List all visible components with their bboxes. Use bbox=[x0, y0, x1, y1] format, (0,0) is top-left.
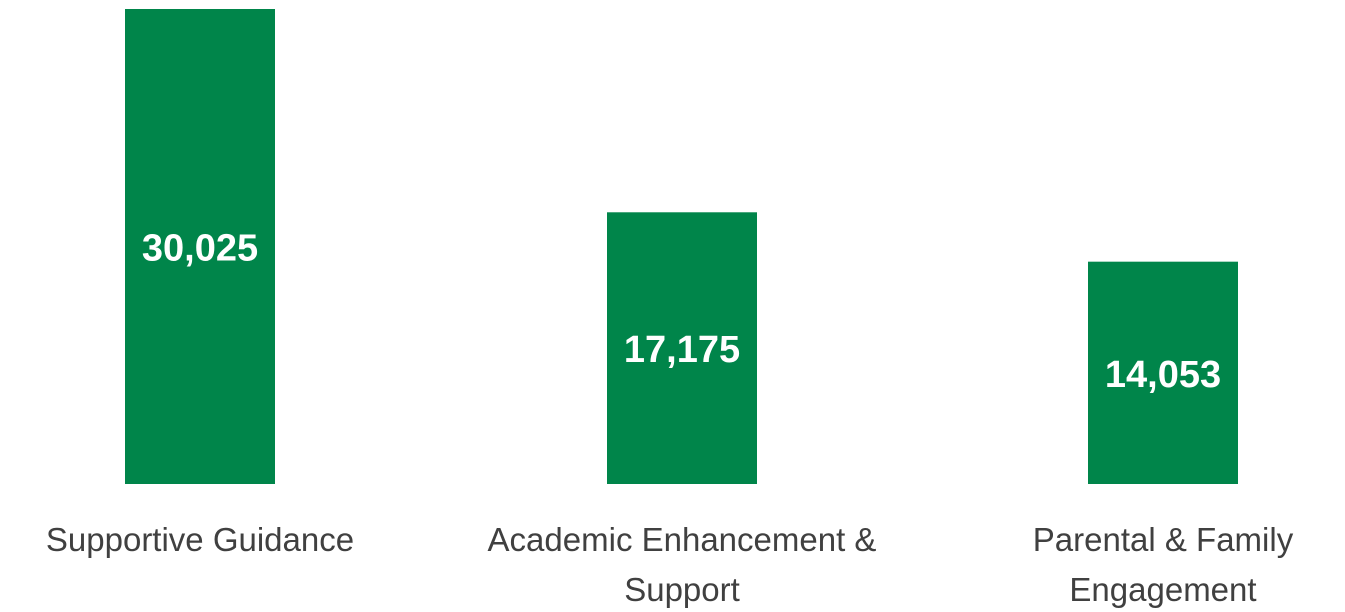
x-tick-label: Academic Enhancement & Support bbox=[487, 521, 877, 608]
bar bbox=[1088, 261, 1238, 484]
value-label: 14,053 bbox=[1105, 354, 1221, 396]
x-tick-label: Parental & Family Engagement bbox=[1032, 521, 1294, 608]
bar bbox=[607, 212, 757, 484]
bar bbox=[125, 9, 275, 484]
value-label: 30,025 bbox=[142, 228, 258, 270]
value-label: 17,175 bbox=[624, 329, 740, 371]
x-tick-label: Supportive Guidance bbox=[45, 521, 355, 558]
